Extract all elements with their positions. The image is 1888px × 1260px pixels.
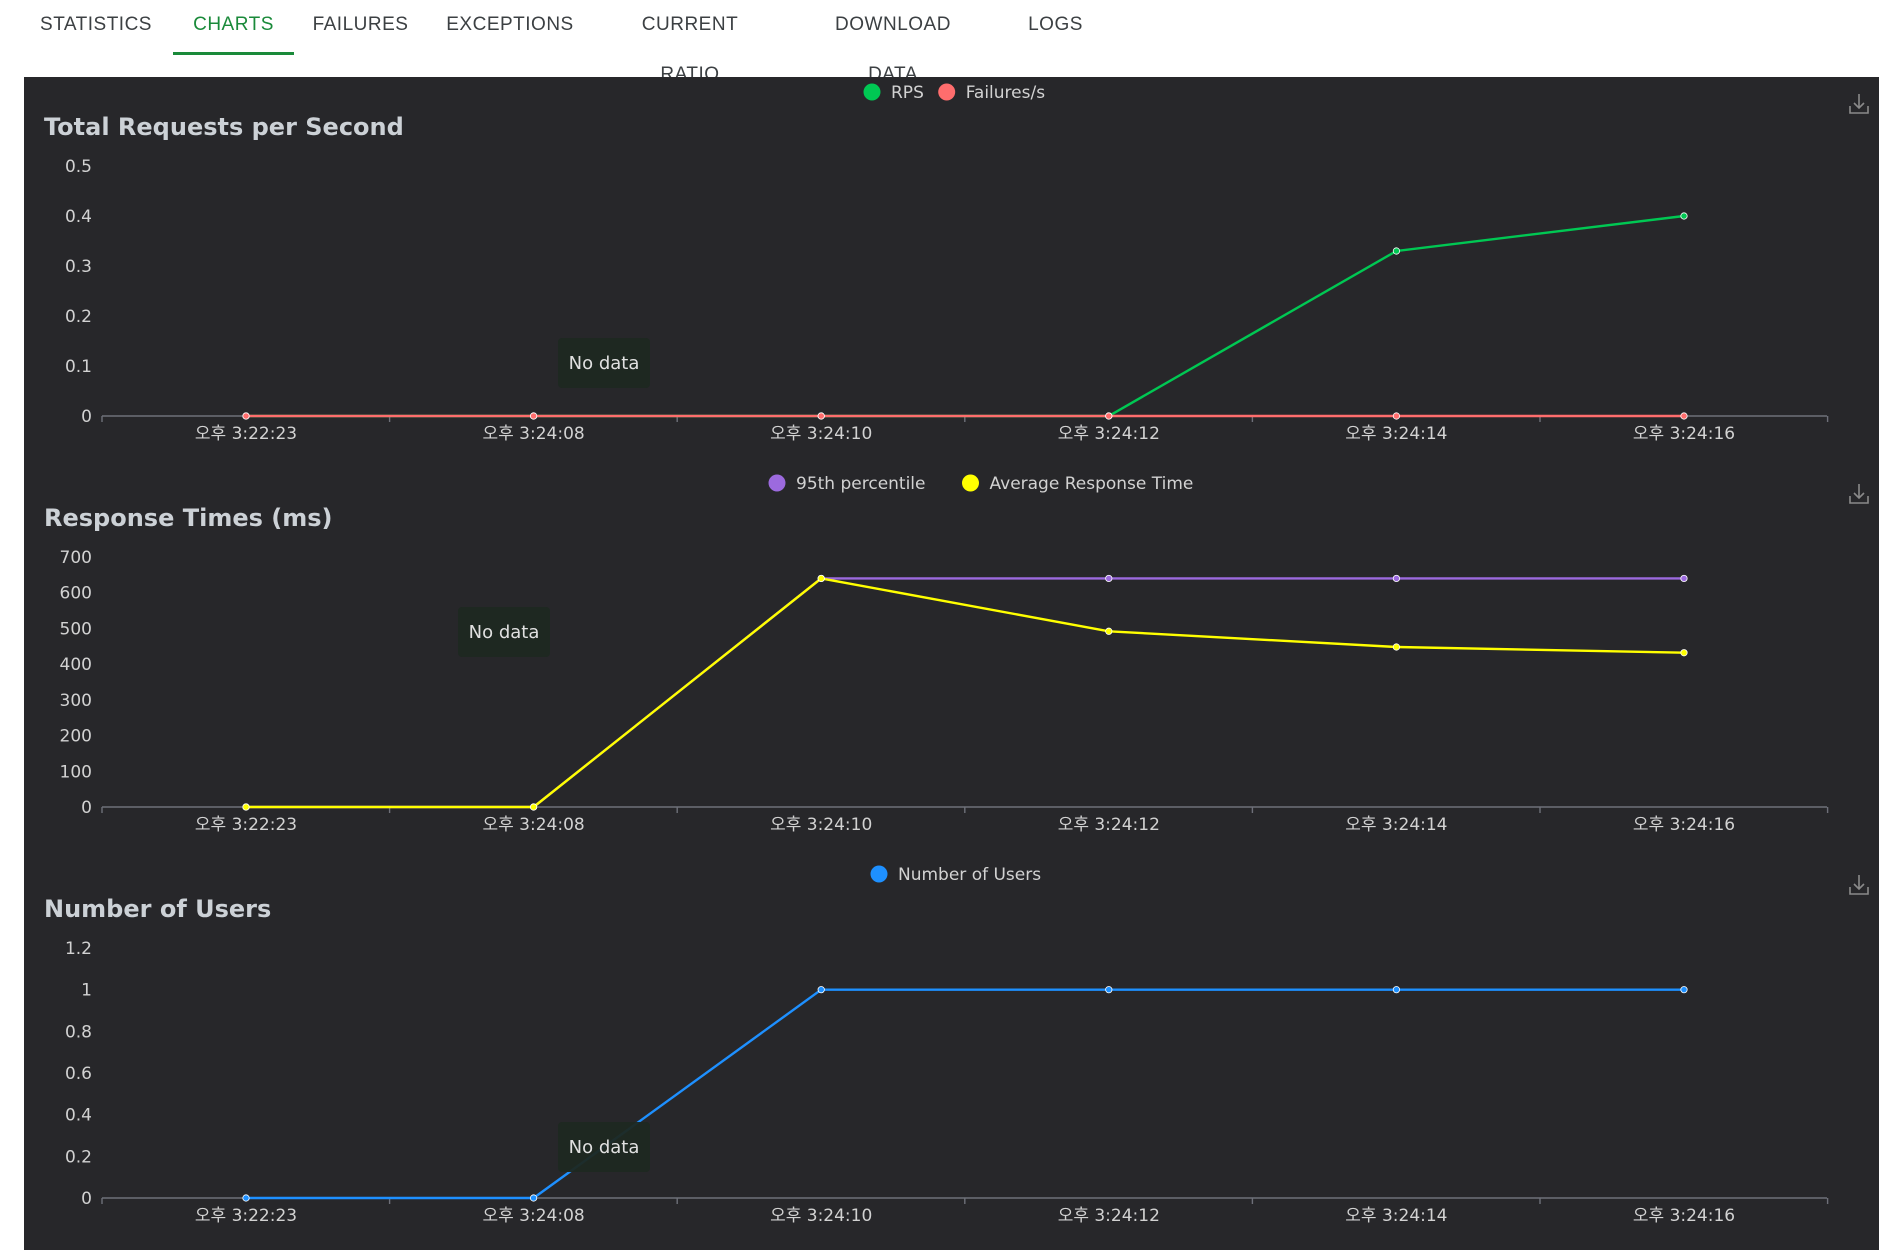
data-point[interactable] [1105,574,1113,583]
data-point[interactable] [1105,986,1113,994]
y-tick-label: 500 [60,619,92,639]
y-tick-label: 1 [81,981,92,1001]
charts-svg: Total Requests per Second RPS Failures/s 0 0… [44,83,1869,1226]
x-tick-label: 오후 3:24:14 [1345,815,1447,835]
tooltip-text: No data [569,353,640,374]
tab-exceptions[interactable]: EXCEPTIONS [446,14,574,35]
legend-label: Failures/s [966,83,1046,103]
legend-label: 95th percentile [796,474,926,494]
x-tick-label: 오후 3:24:12 [1058,424,1160,444]
x-tick-label: 오후 3:22:23 [195,815,297,835]
y-tick-label: 400 [60,655,92,675]
x-tick-label: 오후 3:24:08 [482,815,584,835]
y-tick-label: 0.5 [65,157,92,177]
tab-download-data[interactable]: DOWNLOAD DATA [835,14,951,85]
x-tick-label: 오후 3:24:12 [1058,1206,1160,1226]
legend-marker[interactable] [768,474,786,492]
y-tick-label: 200 [60,727,92,747]
chart-title: Response Times (ms) [44,504,332,532]
tooltip-box [558,338,650,388]
x-tick-label: 오후 3:22:23 [195,424,297,444]
legend-marker[interactable] [863,83,881,101]
data-point[interactable] [1105,412,1113,420]
tooltip-box [458,607,550,657]
x-tick-label: 오후 3:24:10 [770,815,872,835]
y-tick-label: 0.4 [65,1106,92,1126]
tooltip-text: No data [469,622,540,643]
data-point[interactable] [1680,649,1688,657]
x-tick-label: 오후 3:24:16 [1633,424,1735,444]
download-icon[interactable] [1849,94,1869,114]
y-tick-label: 0.4 [65,207,92,227]
data-point[interactable] [1392,643,1401,651]
y-tick-label: 0 [81,1189,92,1209]
data-point[interactable] [1392,247,1401,255]
data-point[interactable] [817,574,825,583]
download-icon[interactable] [1849,484,1869,504]
y-tick-label: 0.8 [65,1022,92,1042]
x-tick-label: 오후 3:24:14 [1345,424,1447,444]
legend-marker[interactable] [962,474,979,492]
y-tick-label: 0.2 [65,307,92,327]
x-tick-label: 오후 3:24:12 [1058,815,1160,835]
charts-panel: Total Requests per Second RPS Failures/s 0 0… [24,77,1879,1250]
x-tick-label: 오후 3:22:23 [195,1206,297,1226]
y-tick-label: 300 [60,691,92,711]
data-point[interactable] [817,412,825,420]
data-point[interactable] [529,1194,538,1202]
x-tick-label: 오후 3:24:08 [482,1206,584,1226]
tab-logs[interactable]: LOGS [1028,14,1083,35]
legend-label: Number of Users [898,865,1041,885]
data-point[interactable] [1680,986,1688,994]
data-point[interactable] [242,803,250,811]
y-tick-label: 0.3 [65,257,92,277]
data-point[interactable] [817,986,825,994]
download-icon[interactable] [1849,875,1869,895]
y-tick-label: 0.2 [65,1147,92,1167]
x-tick-label: 오후 3:24:08 [482,424,584,444]
data-point[interactable] [242,412,250,420]
chart-title: Number of Users [44,895,271,923]
y-tick-label: 0.1 [65,357,92,377]
active-tab-indicator [173,52,294,55]
tooltip-text: No data [569,1137,640,1158]
legend-label: RPS [891,83,924,103]
chart-title: Total Requests per Second [44,113,404,141]
y-tick-label: 0 [81,407,92,427]
legend-marker[interactable] [870,865,888,883]
series-line-rps [246,214,1685,418]
data-point[interactable] [529,412,538,420]
series-line-average-response-time [246,577,1685,809]
x-tick-label: 오후 3:24:10 [770,424,872,444]
y-tick-label: 0 [81,798,92,818]
tab-charts[interactable]: CHARTS [193,14,274,35]
data-point[interactable] [1680,212,1688,220]
data-point[interactable] [1680,412,1688,420]
data-point[interactable] [1680,574,1688,583]
y-tick-label: 1.2 [65,939,92,959]
x-tick-label: 오후 3:24:14 [1345,1206,1447,1226]
y-tick-label: 100 [60,762,92,782]
x-tick-label: 오후 3:24:16 [1633,1206,1735,1226]
legend-marker[interactable] [938,83,956,101]
tab-current-ratio[interactable]: CURRENT RATIO [641,14,739,85]
legend-label: Average Response Time [990,474,1194,494]
tab-statistics[interactable]: STATISTICS [40,14,152,35]
series-line-number-of-users [246,988,1684,1200]
tab-bar: STATISTICS CHARTS FAILURES EXCEPTIONS CU… [0,0,1888,85]
data-point[interactable] [529,803,538,811]
data-point[interactable] [1105,627,1113,635]
x-tick-label: 오후 3:24:10 [770,1206,872,1226]
y-tick-label: 600 [60,584,92,604]
tab-failures[interactable]: FAILURES [312,14,409,35]
y-tick-label: 0.6 [65,1064,92,1084]
tooltip-box [558,1122,650,1172]
data-point[interactable] [242,1194,250,1202]
data-point[interactable] [1392,574,1401,583]
data-point[interactable] [1392,986,1401,994]
y-tick-label: 700 [60,548,92,568]
x-tick-label: 오후 3:24:16 [1633,815,1735,835]
data-point[interactable] [1392,412,1401,420]
